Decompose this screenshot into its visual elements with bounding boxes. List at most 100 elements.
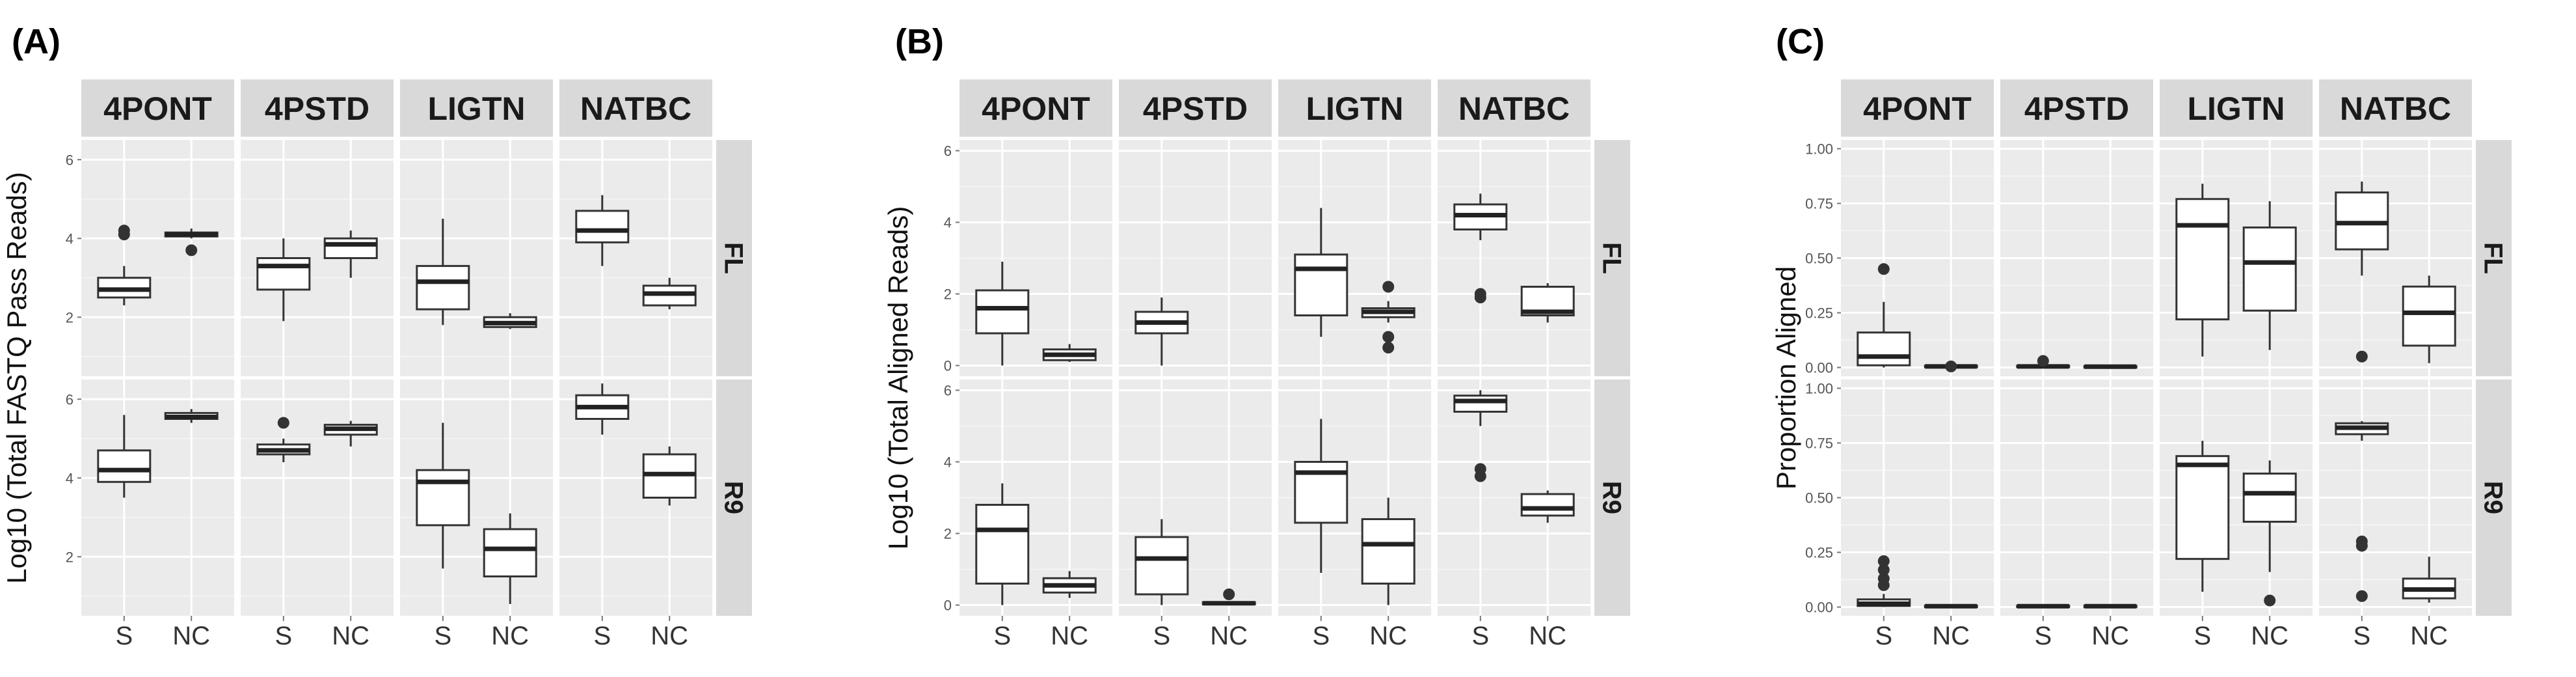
column-strip-bg (2160, 79, 2313, 137)
box-4PONT-R9-NC (164, 409, 219, 423)
box-4PONT-FL-NC (1924, 360, 1978, 372)
panel-3: (C) Proportion Aligned 4PONT 4PSTD LIGTN NATB… (1771, 22, 2512, 650)
y-tick-label: 2 (944, 526, 952, 542)
panel-label: (B) (895, 22, 944, 61)
facet-4PONT-R9: S NC (959, 380, 1112, 650)
x-tick-label: S (275, 622, 292, 650)
y-axis-label: Proportion Aligned (1771, 266, 1801, 490)
facet-4PSTD-FL (241, 140, 394, 376)
box-LIGTN-R9-NC (1361, 497, 1415, 605)
box-LIGTN-R9-S (416, 422, 470, 569)
box-NATBC-FL-S (2335, 181, 2389, 363)
box-iqr (1294, 253, 1348, 316)
outlier-point (2355, 535, 2368, 547)
y-tick-label: 0.25 (1805, 305, 1833, 322)
x-tick-label: S (993, 622, 1011, 650)
y-tick-label: 0 (944, 598, 952, 614)
box-iqr (416, 265, 470, 311)
facet-row-FL: FL 2 4 6 (66, 140, 752, 376)
box-iqr (1134, 536, 1189, 596)
y-tick-label: 2 (66, 549, 74, 565)
box-4PONT-R9-S (975, 483, 1030, 605)
facet-row-FL: FL 0 2 4 6 (944, 140, 1630, 376)
box-iqr (975, 289, 1030, 335)
column-strip-label: 4PSTD (265, 90, 369, 127)
box-LIGTN-FL-NC (2242, 201, 2297, 350)
outlier-point (277, 417, 289, 429)
column-strip-label: 4PSTD (2024, 90, 2129, 127)
column-strip-label: LIGTN (428, 90, 526, 127)
facet-NATBC-R9: S NC (2319, 380, 2472, 650)
column-strips: 4PONT 4PSTD LIGTN NATBC (81, 79, 712, 137)
box-iqr (2242, 473, 2297, 523)
outlier-point (1382, 331, 1395, 343)
facet-LIGTN-FL (2160, 140, 2313, 376)
y-tick-label: 0.00 (1805, 360, 1833, 376)
facet-row-R9: R9 0.00 0.25 0.50 0.75 1.00 S NC S NC S NC S NC (1805, 380, 2512, 650)
column-strips: 4PONT 4PSTD LIGTN NATBC (959, 79, 1590, 137)
x-tick-label: S (434, 622, 451, 650)
row-strip-bg (1594, 380, 1630, 616)
y-tick-label: 0.75 (1805, 195, 1833, 212)
box-NATBC-R9-S (2335, 421, 2389, 602)
outlier-point (1382, 281, 1395, 293)
y-axis-label: Log10 (Total Aligned Reads) (883, 206, 913, 550)
box-iqr (1453, 394, 1508, 413)
y-tick-label: 6 (944, 383, 952, 399)
row-strip-bg (2476, 380, 2512, 616)
y-tick-label: 0.50 (1805, 251, 1833, 267)
column-strips: 4PONT 4PSTD LIGTN NATBC (1841, 79, 2472, 137)
y-tick-label: 1.00 (1805, 141, 1833, 157)
box-NATBC-FL-S (1453, 193, 1508, 303)
box-LIGTN-R9-S (2175, 441, 2230, 592)
x-tick-label: S (1471, 622, 1489, 650)
box-iqr (416, 469, 470, 527)
box-4PONT-R9-NC (1042, 571, 1097, 598)
box-NATBC-FL-NC (2402, 275, 2456, 363)
facet-4PSTD-R9: S NC (2000, 380, 2153, 650)
facet-LIGTN-R9: S NC (2160, 380, 2313, 650)
facet-background (400, 140, 553, 376)
x-tick-label: NC (332, 622, 369, 650)
row-strip-label: R9 (719, 481, 748, 514)
outlier-point (2355, 590, 2368, 602)
row-strip-label: R9 (2479, 481, 2508, 514)
box-NATBC-R9-NC (1520, 490, 1575, 523)
y-tick-label: 6 (66, 152, 74, 168)
outlier-point (1474, 463, 1486, 475)
outlier-point (2264, 594, 2276, 607)
box-4PSTD-R9-S (1134, 519, 1189, 605)
facet-background (559, 140, 712, 376)
column-strip-label: LIGTN (1306, 90, 1404, 127)
row-strip-bg (716, 140, 752, 376)
column-strip-label: 4PONT (982, 90, 1090, 127)
panel-label: (A) (12, 22, 60, 61)
outlier-point (185, 244, 198, 256)
box-LIGTN-R9-S (1294, 419, 1348, 573)
row-strip-bg (716, 380, 752, 616)
x-tick-label: NC (1529, 622, 1566, 650)
row-strip-label: FL (1598, 242, 1626, 274)
box-NATBC-FL-S (575, 195, 630, 266)
box-4PONT-FL-NC (1042, 344, 1097, 362)
facet-row-FL: FL 0.00 0.25 0.50 0.75 1.00 (1805, 140, 2512, 376)
facet-NATBC-R9: S NC (559, 380, 712, 650)
row-strip-bg (1594, 140, 1630, 376)
facet-background (81, 140, 234, 376)
x-tick-label: NC (172, 622, 210, 650)
column-strip-bg (241, 79, 394, 137)
box-iqr (2242, 226, 2297, 312)
box-iqr (323, 237, 378, 259)
box-4PSTD-R9-NC (323, 421, 378, 447)
panels: (A)Log10 (Total FASTQ Pass Reads)4PONT 4P… (1, 22, 2512, 650)
box-4PSTD-FL-NC (2083, 364, 2138, 369)
box-iqr (2175, 198, 2230, 321)
column-strip-bg (1119, 79, 1272, 137)
facet-4PONT-FL (81, 140, 234, 376)
y-tick-label: 4 (66, 230, 74, 247)
box-iqr (975, 504, 1030, 585)
box-iqr (256, 257, 311, 291)
facet-NATBC-FL (559, 140, 712, 376)
box-4PSTD-R9-NC (1201, 588, 1256, 606)
box-iqr (575, 210, 630, 243)
